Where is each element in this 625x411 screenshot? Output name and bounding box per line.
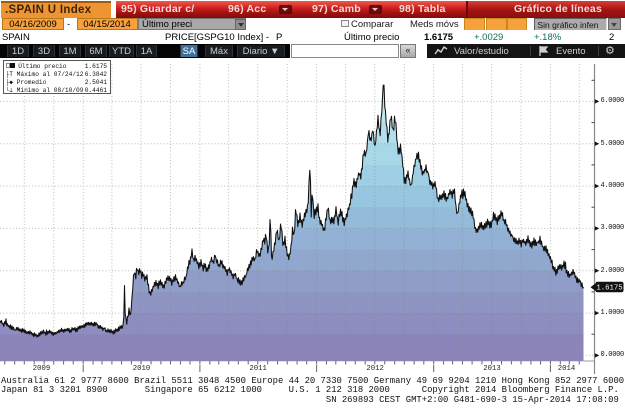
svg-text:1.6175: 1.6175 bbox=[596, 285, 622, 293]
